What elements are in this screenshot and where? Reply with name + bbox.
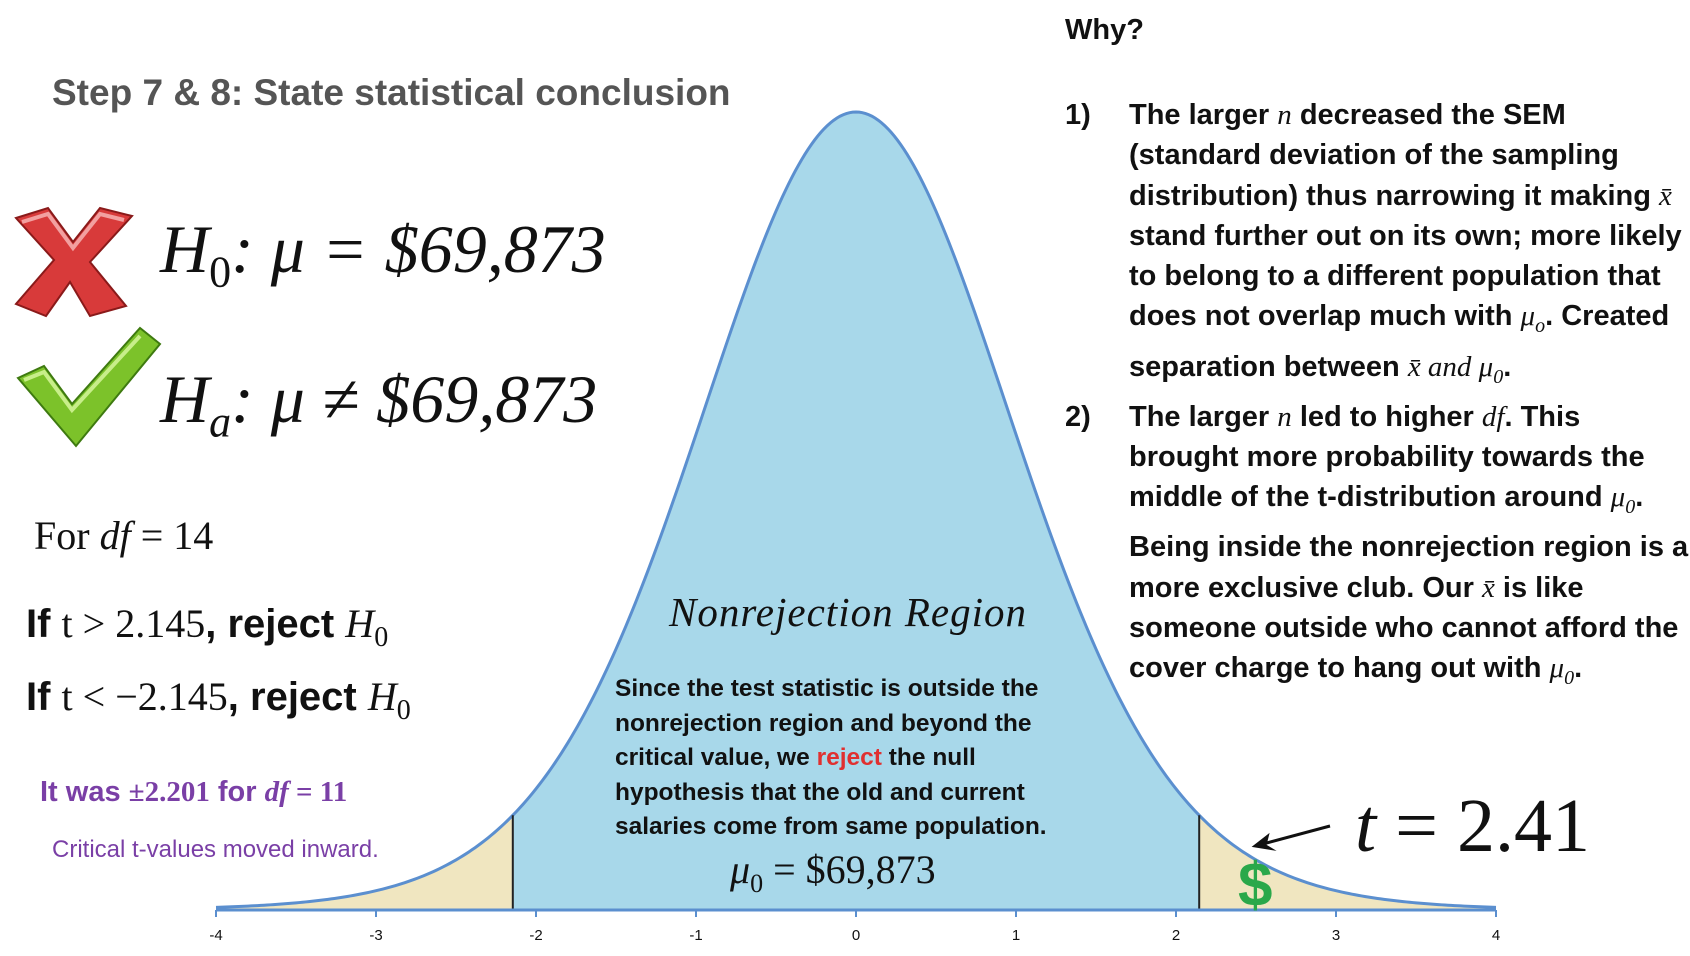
tstat-var: t: [1355, 784, 1377, 868]
r1-m3sub: o: [1535, 315, 1546, 338]
test-statistic-arrow: [1259, 824, 1331, 847]
prev-text2: for: [209, 776, 265, 808]
r1-p1: The larger: [1129, 99, 1278, 131]
cond1-expr: t > 2.145: [61, 601, 206, 646]
r2-p1: The larger: [1129, 400, 1278, 433]
reason-1: 1) The larger n decreased the SEM (stand…: [1065, 95, 1690, 397]
condition-lower: If t < −2.145, reject H0: [26, 673, 411, 727]
nonrejection-region-label: Nonrejection Region: [669, 589, 1027, 635]
explain-part2: the null hypothesis that the old and cur…: [615, 744, 1047, 840]
cond1-if: If: [26, 602, 62, 646]
cond2-expr: t < −2.145: [61, 674, 228, 719]
explain-part1: Since the test statistic is outside the …: [615, 675, 1039, 771]
mu0-sub: 0: [750, 869, 764, 898]
h0-rest: : μ = $69,873: [231, 211, 606, 287]
right-rejection-region: [1199, 815, 1496, 910]
slide-title: Step 7 & 8: State statistical conclusion: [52, 72, 731, 113]
x-tick-label: -2: [529, 927, 542, 944]
x-tick-label: 1: [1012, 927, 1020, 944]
left-rejection-region: [216, 815, 513, 910]
r1-m4: x̄ and μ: [1407, 350, 1494, 383]
ha-symbol: H: [160, 361, 210, 437]
h0-sub: 0: [209, 247, 232, 297]
ha-rest: : μ ≠ $69,873: [231, 361, 598, 437]
r2-p5: is like someone outside who cannot affor…: [1129, 571, 1679, 685]
prev-text1: It was: [40, 776, 129, 808]
reason-2: 2) The larger n led to higher df. This b…: [1065, 397, 1690, 699]
cond2-if: If: [26, 675, 62, 719]
x-tick-label: 4: [1492, 927, 1500, 944]
r2-m2: df: [1481, 400, 1505, 433]
r2-m5sub: 0: [1564, 667, 1575, 690]
distribution-curve: [215, 110, 1497, 909]
moved-inward-note: Critical t-values moved inward.: [52, 836, 379, 863]
x-tick-label: -3: [369, 927, 382, 944]
r1-m3: μ: [1520, 300, 1536, 333]
reasons-list: 1) The larger n decreased the SEM (stand…: [1065, 95, 1690, 698]
r1-p5: .: [1503, 350, 1512, 383]
checkmark-icon: [16, 326, 162, 448]
conclusion-text: Since the test statistic is outside the …: [615, 672, 1085, 845]
cond1-h: H: [345, 601, 375, 646]
df-var: df: [99, 513, 131, 558]
r2-m1: n: [1277, 400, 1292, 433]
r2-m5: μ: [1549, 652, 1565, 685]
x-tick-label: 2: [1172, 927, 1180, 944]
df-rest: = 14: [130, 513, 214, 558]
null-hypothesis: H0: μ = $69,873: [160, 210, 606, 298]
r2-m3: μ: [1610, 481, 1626, 514]
prev-rest: = 11: [288, 776, 348, 808]
r1-m4sub: 0: [1493, 365, 1504, 388]
r2-p6: .: [1574, 652, 1583, 685]
arrow-head-icon: [1251, 832, 1277, 851]
mu0-rest: = $69,873: [763, 847, 936, 892]
reason-2-num: 2): [1065, 400, 1091, 433]
mu0-symbol: μ: [730, 847, 751, 892]
r2-m4: x̄: [1481, 571, 1495, 604]
r2-p3: . This brought more probability towards …: [1129, 400, 1645, 514]
r1-p2: decreased the SEM (standard deviation of…: [1129, 99, 1660, 212]
prev-value: ±2.201: [128, 776, 210, 808]
why-heading: Why?: [1065, 14, 1144, 46]
r1-m1: n: [1277, 99, 1292, 131]
r2-m3sub: 0: [1625, 496, 1636, 519]
r1-p4: . Created separation between: [1129, 300, 1670, 383]
tstat-rest: = 2.41: [1376, 784, 1590, 868]
cond2-sub: 0: [396, 695, 411, 726]
df-line: For df = 14: [34, 512, 213, 559]
test-statistic: t = 2.41: [1355, 783, 1590, 870]
condition-upper: If t > 2.145, reject H0: [26, 600, 388, 654]
alt-hypothesis: Ha: μ ≠ $69,873: [160, 360, 597, 448]
prev-var: df: [264, 776, 289, 808]
population-mean: μ0 = $69,873: [730, 846, 936, 899]
r2-p2: led to higher: [1291, 400, 1482, 433]
previous-critical-value: It was ±2.201 for df = 11: [40, 776, 347, 809]
r1-m2: x̄: [1659, 179, 1672, 212]
cond2-reject: , reject: [227, 675, 368, 719]
h0-symbol: H: [160, 211, 210, 287]
cond1-reject: , reject: [205, 602, 346, 646]
x-tick-label: -4: [209, 927, 222, 944]
x-tick-label: 0: [852, 927, 860, 944]
cond2-h: H: [367, 674, 397, 719]
x-tick-label: 3: [1332, 927, 1340, 944]
explain-reject: reject: [816, 744, 882, 771]
x-cross-icon: [14, 206, 134, 318]
reason-1-num: 1): [1065, 99, 1091, 131]
x-tick-label: -1: [689, 927, 702, 944]
r1-p3: stand further out on its own; more likel…: [1129, 219, 1682, 333]
nonrejection-region: [512, 112, 1200, 910]
r2-p4: . Being inside the nonrejection region i…: [1129, 481, 1689, 604]
df-prefix: For: [34, 513, 100, 558]
dollar-marker-icon: $: [1238, 851, 1273, 920]
ha-sub: a: [209, 397, 232, 447]
cond1-sub: 0: [374, 622, 389, 653]
